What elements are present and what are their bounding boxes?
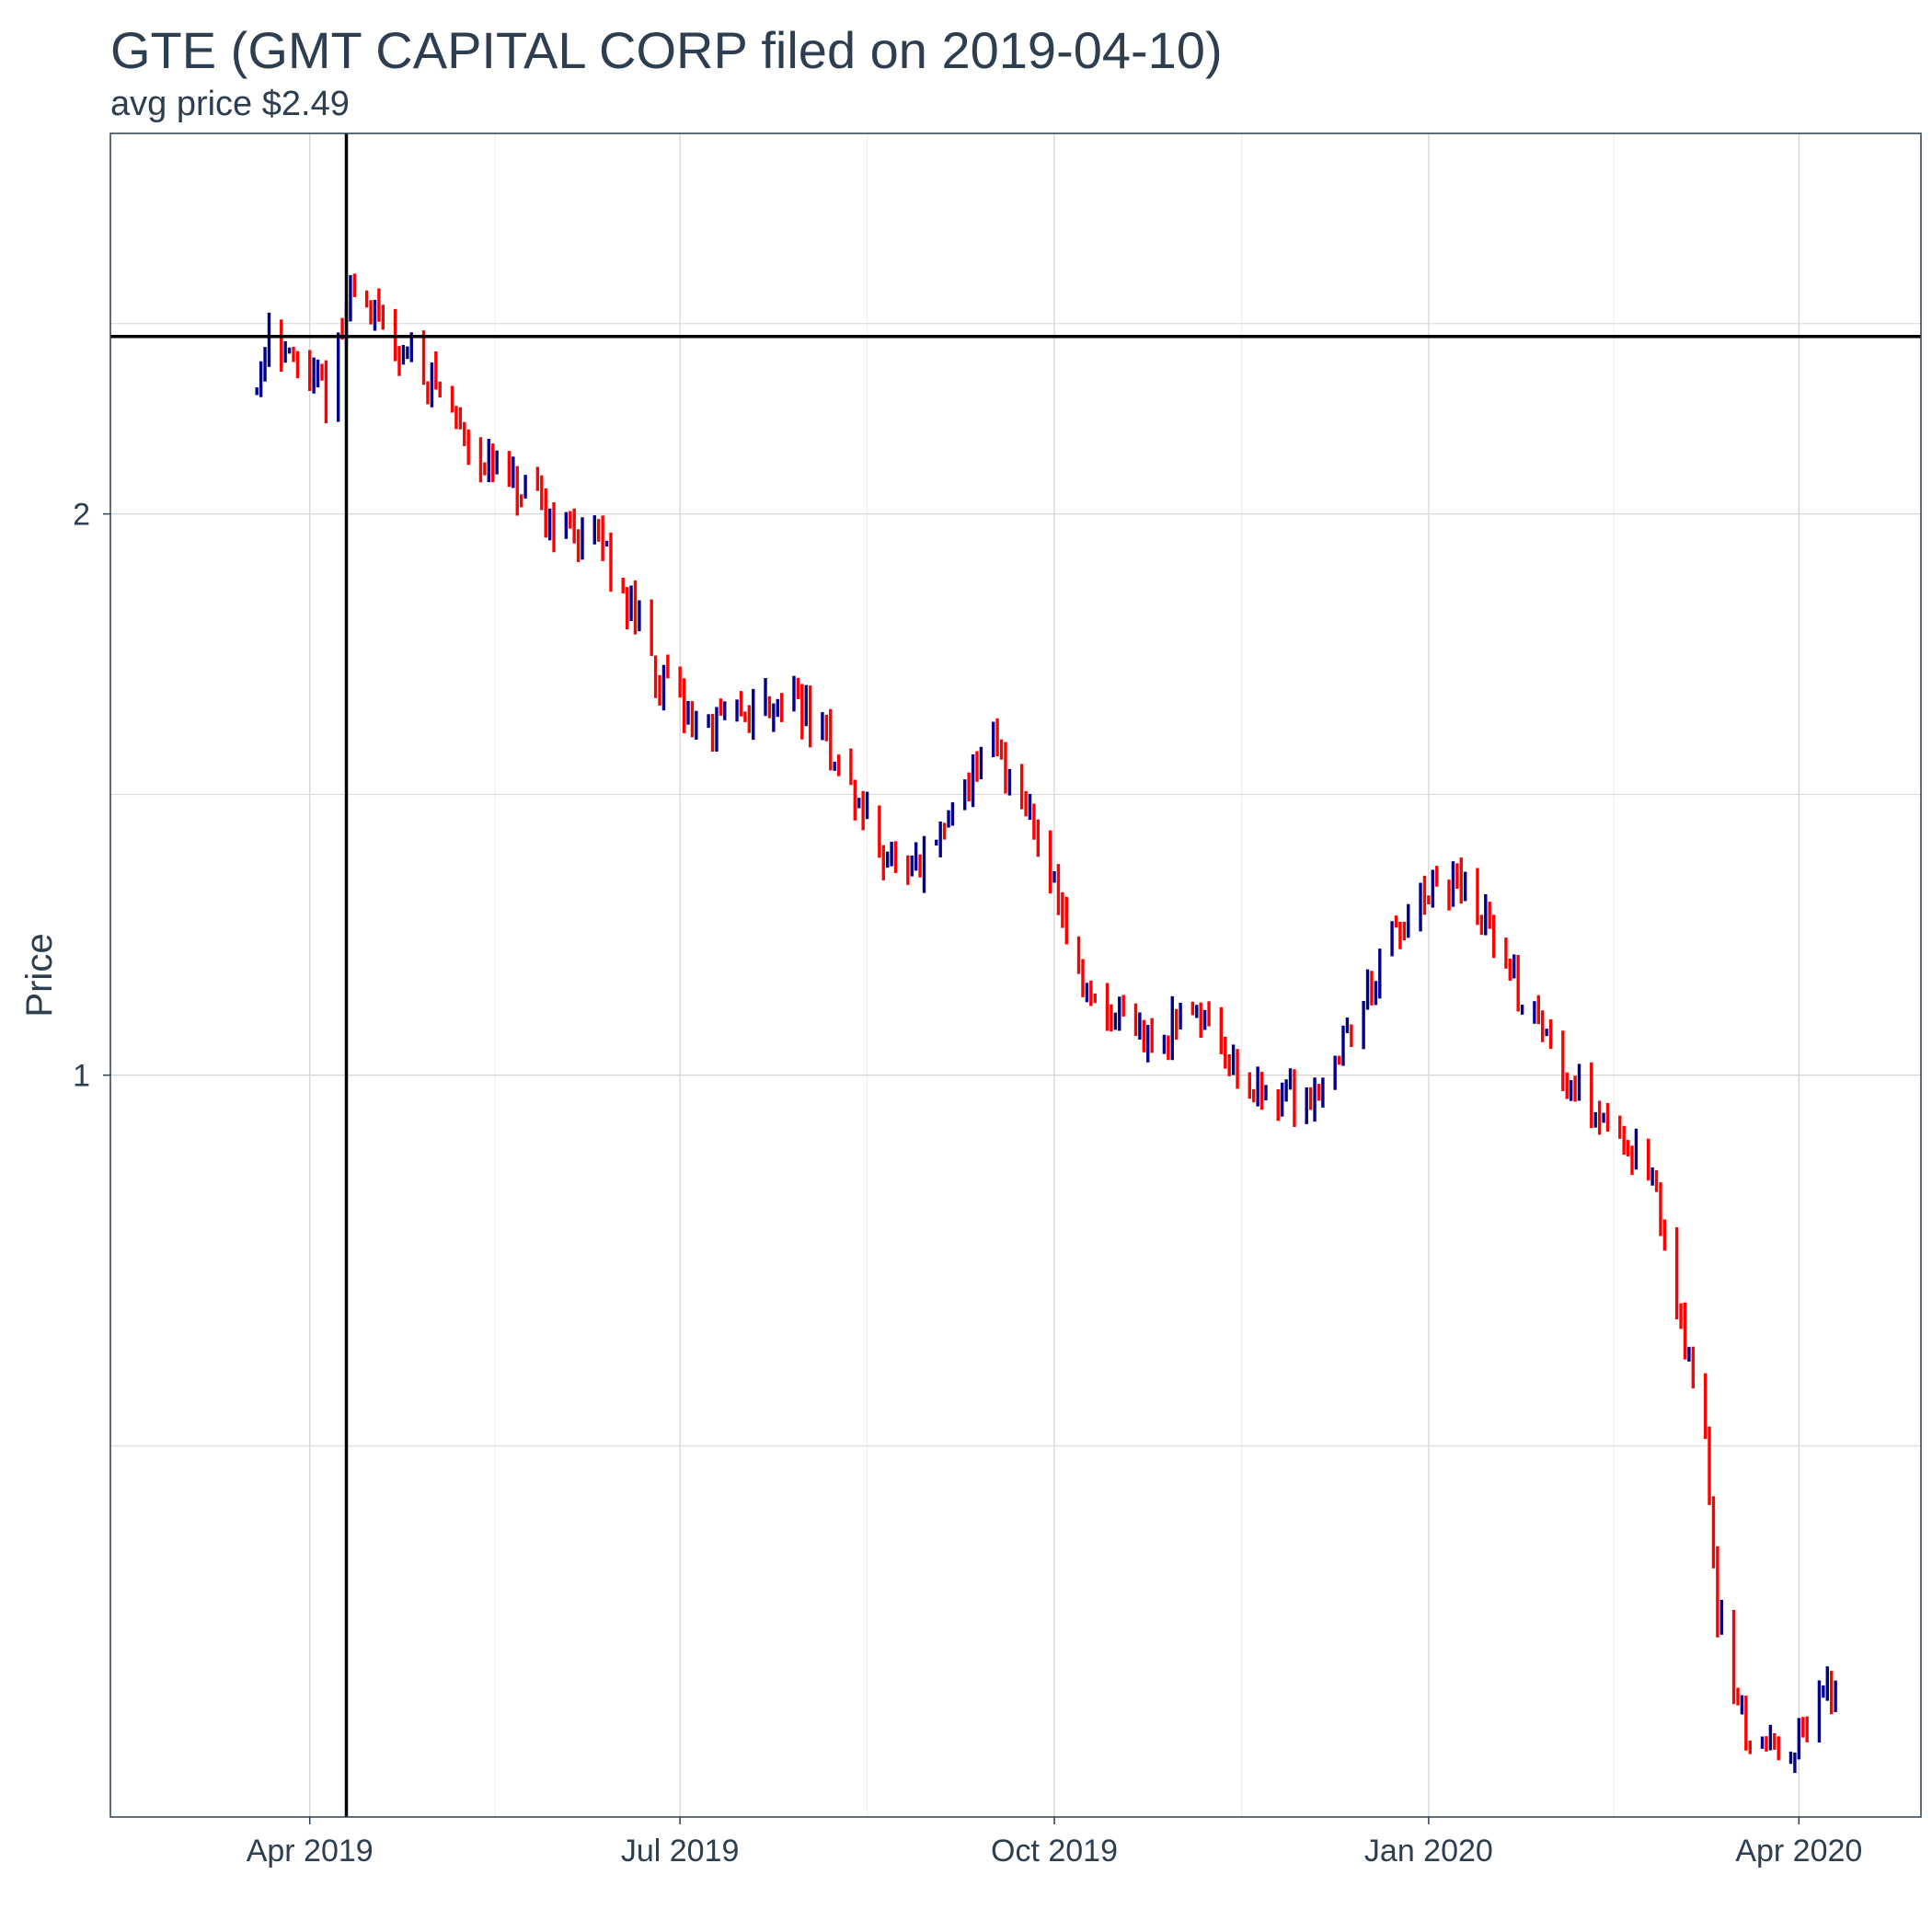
reference-lines <box>110 133 1921 1817</box>
x-tick-label: Jul 2019 <box>621 1834 740 1869</box>
x-tick-label: Oct 2019 <box>991 1834 1118 1869</box>
grid-lines <box>110 133 1921 1817</box>
y-tick-label: 1 <box>73 1059 90 1094</box>
y-tick-label: 2 <box>73 498 90 533</box>
plot-panel-border <box>109 132 1922 1818</box>
x-tick-label: Apr 2019 <box>247 1834 374 1869</box>
chart-title: GTE (GMT CAPITAL CORP filed on 2019-04-1… <box>110 21 1223 79</box>
chart-subtitle: avg price $2.49 <box>110 85 350 123</box>
x-tick-label: Jan 2020 <box>1364 1834 1493 1869</box>
price-bars <box>255 273 1837 1774</box>
axes: Apr 2019 Jul 2019 Oct 2019 Jan 2020 Apr 2020… <box>73 498 1862 1869</box>
x-tick-label: Apr 2020 <box>1735 1834 1862 1869</box>
y-axis-title: Price <box>19 933 60 1017</box>
